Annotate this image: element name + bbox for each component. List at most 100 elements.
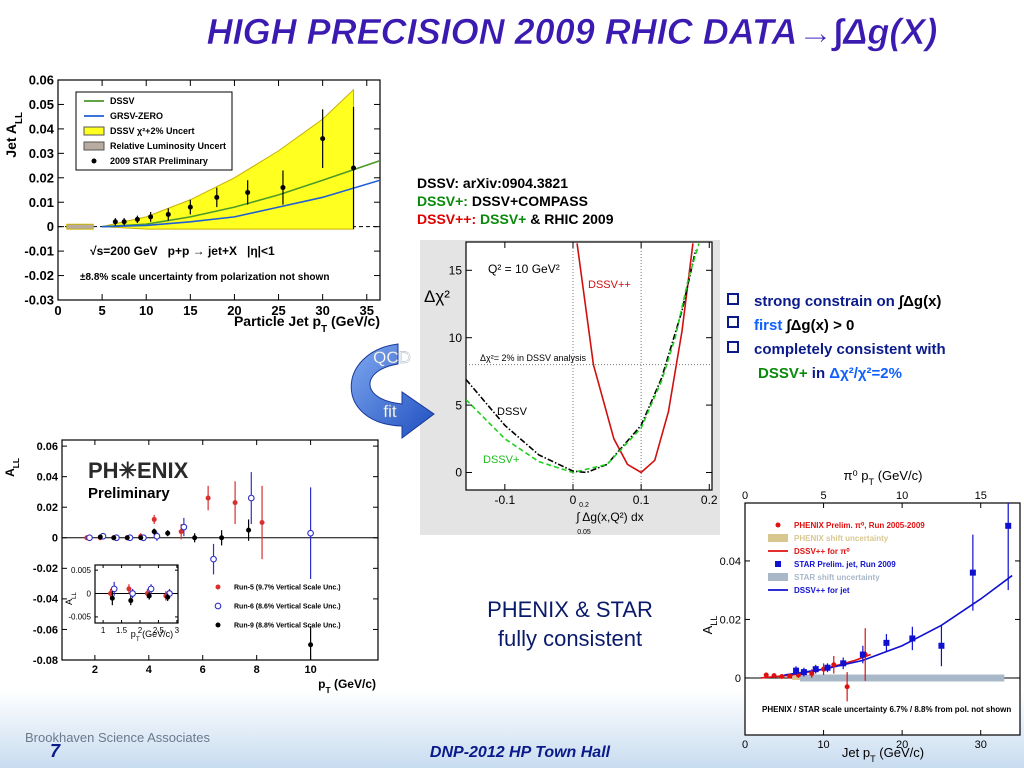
marker	[775, 561, 781, 567]
marker	[126, 586, 132, 592]
marker	[245, 189, 251, 195]
x-axis-label: pT (GeV/c)	[318, 677, 376, 695]
bullet-part: Δχ²/χ²=2%	[829, 365, 902, 382]
x-tick-label: 0	[570, 493, 577, 507]
x2-axis-label-part: T	[869, 477, 875, 487]
x-axis-label-part: T	[136, 636, 140, 643]
marker	[844, 684, 850, 690]
legend-swatch	[768, 534, 788, 542]
arrow-label: QCD	[373, 348, 411, 367]
y-tick-label: 0.05	[29, 97, 54, 112]
y-tick-label: 0.01	[29, 195, 54, 210]
marker	[178, 529, 184, 535]
marker	[308, 642, 314, 648]
bullet-text: first ∫Δg(x) > 0	[754, 317, 854, 334]
y-axis-label: ALL	[64, 592, 78, 606]
note-part: DSSV+	[480, 211, 526, 227]
x-tick-label: 4	[146, 664, 153, 676]
x2-tick-label: 5	[821, 490, 827, 502]
marker	[824, 664, 831, 671]
marker	[280, 185, 286, 191]
bullet-part: in	[812, 365, 825, 382]
x-tick-label: 2	[92, 664, 98, 676]
marker	[219, 535, 225, 541]
marker	[165, 211, 171, 217]
legend-entry: STAR Prelim. jet, Run 2009	[794, 560, 896, 569]
x-axis-label-part: (GeV/c)	[140, 629, 174, 639]
x-tick-label: 25	[271, 303, 285, 318]
marker	[91, 158, 97, 164]
legend-entry: STAR shift uncertainty	[794, 573, 880, 582]
marker	[109, 595, 115, 601]
marker	[1005, 522, 1012, 529]
marker	[771, 673, 777, 679]
curve	[102, 159, 380, 228]
x-tick-label: 30	[975, 739, 987, 751]
note-part: DSSV++:	[417, 211, 476, 227]
x2-axis-label-part: (GeV/c)	[874, 468, 922, 483]
x-tick-label: 35	[360, 303, 374, 318]
plot-layer	[58, 88, 380, 230]
y-tick-label: 15	[449, 264, 463, 278]
marker	[112, 219, 118, 225]
y-tick-label: 0.02	[720, 614, 741, 626]
marker	[86, 534, 93, 542]
marker	[307, 529, 314, 537]
marker	[180, 523, 188, 531]
curve	[576, 243, 694, 474]
x-tick-label: 20	[227, 303, 241, 318]
annotation: Preliminary	[88, 485, 170, 502]
marker	[812, 666, 819, 673]
marker	[128, 598, 134, 604]
x-tick-label: 0.2	[701, 493, 718, 507]
integral-limit: 0.05	[577, 529, 591, 536]
plot-area	[744, 502, 1021, 736]
marker	[214, 602, 222, 610]
series-label: DSSV+	[483, 454, 519, 466]
note-part: DSSV: arXiv:0904.3821	[417, 175, 568, 191]
y-axis-label-part: LL	[71, 592, 78, 600]
legend-entry: PHENIX Prelim. π⁰, Run 2005-2009	[794, 521, 925, 530]
plot-layer	[62, 472, 378, 660]
x-axis-label-part: Particle Jet p	[234, 313, 321, 329]
x-tick-label: 0	[742, 739, 748, 751]
marker	[151, 516, 157, 522]
bullet-icon	[727, 316, 739, 328]
marker	[134, 216, 140, 222]
marker	[146, 593, 152, 599]
bullet-part: ∫Δg(x) > 0	[786, 317, 855, 334]
y-tick-label: 0.04	[29, 121, 55, 136]
legend-entry: GRSV-ZERO	[110, 111, 163, 121]
bullet-text: strong constrain on ∫Δg(x)	[754, 293, 941, 310]
marker	[121, 219, 127, 225]
curve	[466, 243, 700, 474]
marker	[97, 534, 103, 540]
marker	[763, 672, 769, 678]
reference-note: DSSV+: DSSV+COMPASS	[417, 193, 588, 209]
y-tick-label: 0.02	[29, 170, 54, 185]
x-tick-label: 2.5	[153, 626, 165, 635]
y-axis-label-part: LL	[709, 616, 719, 626]
y-tick-label: 10	[449, 331, 463, 345]
marker	[210, 555, 217, 563]
y-tick-label: 0.06	[37, 441, 58, 453]
conclusion: fully consistent	[498, 626, 642, 651]
legend-entry: Relative Luminosity Uncert	[110, 141, 226, 151]
x-axis-label-part: T	[326, 685, 332, 695]
plot-layer	[466, 242, 712, 490]
y-tick-label: 0.04	[720, 556, 741, 568]
x2-tick-label: 15	[975, 490, 987, 502]
x-tick-label: 0	[54, 303, 61, 318]
x-axis-label-part: Jet p	[842, 745, 870, 760]
bullet-part: strong constrain on	[754, 293, 895, 310]
series-label: DSSV	[497, 406, 528, 418]
legend-entry: PHENIX shift uncertainty	[794, 534, 889, 543]
x-axis-label-part: (GeV/c)	[876, 745, 924, 760]
y-tick-label: 0.04	[37, 472, 59, 484]
y-axis-label: ALL	[3, 458, 21, 477]
bullet-text: completely consistent with	[754, 341, 946, 358]
marker	[793, 667, 800, 674]
marker	[969, 569, 976, 576]
marker	[147, 585, 155, 593]
